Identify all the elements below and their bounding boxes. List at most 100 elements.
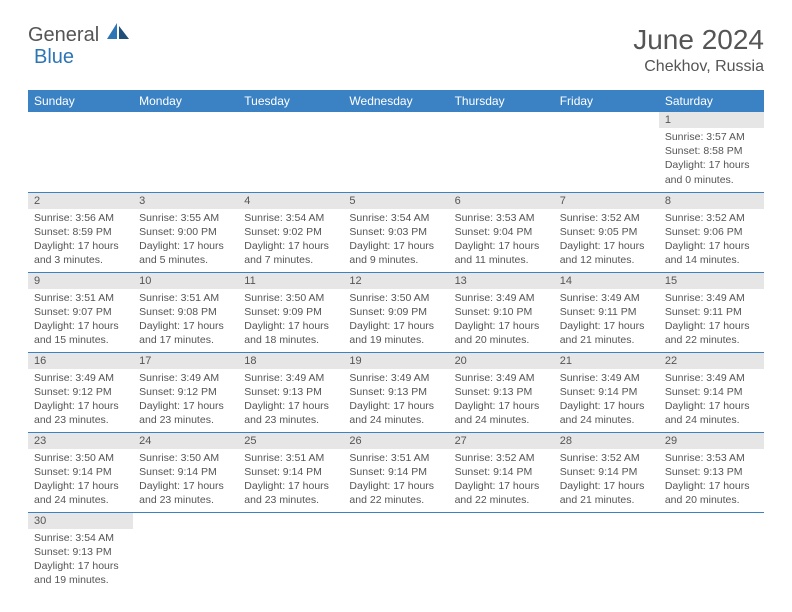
calendar-table: Sunday Monday Tuesday Wednesday Thursday… xyxy=(28,90,764,592)
sunset-text: Sunset: 9:03 PM xyxy=(349,225,442,239)
sunset-text: Sunset: 9:02 PM xyxy=(244,225,337,239)
daylight-text: Daylight: 17 hours xyxy=(455,479,548,493)
sunrise-text: Sunrise: 3:55 AM xyxy=(139,211,232,225)
day-number: 15 xyxy=(659,273,764,289)
day-content: Sunrise: 3:52 AMSunset: 9:05 PMDaylight:… xyxy=(554,209,659,272)
day-content: Sunrise: 3:49 AMSunset: 9:13 PMDaylight:… xyxy=(449,369,554,432)
day-content: Sunrise: 3:50 AMSunset: 9:14 PMDaylight:… xyxy=(28,449,133,512)
sunrise-text: Sunrise: 3:54 AM xyxy=(244,211,337,225)
calendar-day-cell xyxy=(238,512,343,592)
day-content: Sunrise: 3:49 AMSunset: 9:14 PMDaylight:… xyxy=(554,369,659,432)
daylight-text: and 5 minutes. xyxy=(139,253,232,267)
daylight-text: and 24 minutes. xyxy=(560,413,653,427)
day-number: 4 xyxy=(238,193,343,209)
calendar-week-row: 30Sunrise: 3:54 AMSunset: 9:13 PMDayligh… xyxy=(28,512,764,592)
daylight-text: Daylight: 17 hours xyxy=(455,319,548,333)
month-title: June 2024 xyxy=(633,24,764,56)
sunrise-text: Sunrise: 3:49 AM xyxy=(139,371,232,385)
sunset-text: Sunset: 9:13 PM xyxy=(349,385,442,399)
calendar-day-cell xyxy=(133,112,238,192)
day-content: Sunrise: 3:51 AMSunset: 9:07 PMDaylight:… xyxy=(28,289,133,352)
calendar-day-cell: 24Sunrise: 3:50 AMSunset: 9:14 PMDayligh… xyxy=(133,432,238,512)
daylight-text: and 3 minutes. xyxy=(34,253,127,267)
location: Chekhov, Russia xyxy=(633,58,764,76)
weekday-header: Wednesday xyxy=(343,90,448,112)
daylight-text: Daylight: 17 hours xyxy=(34,559,127,573)
sunrise-text: Sunrise: 3:49 AM xyxy=(244,371,337,385)
calendar-day-cell: 26Sunrise: 3:51 AMSunset: 9:14 PMDayligh… xyxy=(343,432,448,512)
sunrise-text: Sunrise: 3:53 AM xyxy=(665,451,758,465)
sunset-text: Sunset: 9:09 PM xyxy=(349,305,442,319)
daylight-text: Daylight: 17 hours xyxy=(244,239,337,253)
calendar-day-cell: 15 Sunrise: 3:49 AMSunset: 9:11 PMDayligh… xyxy=(659,272,764,352)
sunset-text: Sunset: 9:14 PM xyxy=(34,465,127,479)
calendar-day-cell: 4Sunrise: 3:54 AMSunset: 9:02 PMDaylight… xyxy=(238,192,343,272)
sunrise-text: Sunrise: 3:51 AM xyxy=(139,291,232,305)
day-number: 27 xyxy=(449,433,554,449)
calendar-day-cell: 23Sunrise: 3:50 AMSunset: 9:14 PMDayligh… xyxy=(28,432,133,512)
calendar-day-cell xyxy=(238,112,343,192)
daylight-text: Daylight: 17 hours xyxy=(665,399,758,413)
sunset-text: Sunset: 9:13 PM xyxy=(34,545,127,559)
day-number: 16 xyxy=(28,353,133,369)
daylight-text: Daylight: 17 hours xyxy=(665,319,758,333)
calendar-week-row: 1Sunrise: 3:57 AMSunset: 8:58 PMDaylight… xyxy=(28,112,764,192)
daylight-text: and 23 minutes. xyxy=(34,413,127,427)
weekday-header-row: Sunday Monday Tuesday Wednesday Thursday… xyxy=(28,90,764,112)
day-content: Sunrise: 3:49 AMSunset: 9:13 PMDaylight:… xyxy=(238,369,343,432)
day-number: 12 xyxy=(343,273,448,289)
day-number: 23 xyxy=(28,433,133,449)
daylight-text: and 11 minutes. xyxy=(455,253,548,267)
daylight-text: and 22 minutes. xyxy=(349,493,442,507)
sunset-text: Sunset: 9:04 PM xyxy=(455,225,548,239)
daylight-text: Daylight: 17 hours xyxy=(455,239,548,253)
sunrise-text: Sunrise: 3:52 AM xyxy=(560,451,653,465)
daylight-text: and 24 minutes. xyxy=(34,493,127,507)
sunrise-text: Sunrise: 3:56 AM xyxy=(34,211,127,225)
day-content: Sunrise: 3:53 AMSunset: 9:13 PMDaylight:… xyxy=(659,449,764,512)
sunrise-text: Sunrise: 3:49 AM xyxy=(560,291,653,305)
day-content: Sunrise: 3:49 AMSunset: 9:12 PMDaylight:… xyxy=(133,369,238,432)
calendar-day-cell xyxy=(343,112,448,192)
daylight-text: Daylight: 17 hours xyxy=(349,479,442,493)
day-content: Sunrise: 3:54 AMSunset: 9:02 PMDaylight:… xyxy=(238,209,343,272)
day-content: Sunrise: 3:53 AMSunset: 9:04 PMDaylight:… xyxy=(449,209,554,272)
daylight-text: and 20 minutes. xyxy=(665,493,758,507)
sunset-text: Sunset: 9:12 PM xyxy=(139,385,232,399)
day-content: Sunrise: 3:51 AMSunset: 9:14 PMDaylight:… xyxy=(238,449,343,512)
sunrise-text: Sunrise: 3:49 AM xyxy=(34,371,127,385)
sunrise-text: Sunrise: 3:50 AM xyxy=(139,451,232,465)
day-number: 26 xyxy=(343,433,448,449)
day-number: 14 xyxy=(554,273,659,289)
sunrise-text: Sunrise: 3:52 AM xyxy=(455,451,548,465)
day-number: 30 xyxy=(28,513,133,529)
sunset-text: Sunset: 9:11 PM xyxy=(665,305,758,319)
daylight-text: and 23 minutes. xyxy=(244,413,337,427)
sunrise-text: Sunrise: 3:49 AM xyxy=(455,291,548,305)
daylight-text: Daylight: 17 hours xyxy=(665,239,758,253)
sunset-text: Sunset: 9:11 PM xyxy=(560,305,653,319)
day-number: 3 xyxy=(133,193,238,209)
calendar-day-cell: 25Sunrise: 3:51 AMSunset: 9:14 PMDayligh… xyxy=(238,432,343,512)
sunset-text: Sunset: 9:13 PM xyxy=(244,385,337,399)
daylight-text: Daylight: 17 hours xyxy=(139,399,232,413)
day-number: 13 xyxy=(449,273,554,289)
calendar-day-cell xyxy=(554,112,659,192)
sunset-text: Sunset: 9:14 PM xyxy=(139,465,232,479)
sunrise-text: Sunrise: 3:49 AM xyxy=(665,291,758,305)
daylight-text: and 24 minutes. xyxy=(349,413,442,427)
day-number: 5 xyxy=(343,193,448,209)
sunrise-text: Sunrise: 3:49 AM xyxy=(665,371,758,385)
day-number: 28 xyxy=(554,433,659,449)
daylight-text: Daylight: 17 hours xyxy=(34,239,127,253)
sunset-text: Sunset: 8:59 PM xyxy=(34,225,127,239)
sunset-text: Sunset: 9:14 PM xyxy=(560,465,653,479)
calendar-day-cell: 12Sunrise: 3:50 AMSunset: 9:09 PMDayligh… xyxy=(343,272,448,352)
sunset-text: Sunset: 9:07 PM xyxy=(34,305,127,319)
weekday-header: Thursday xyxy=(449,90,554,112)
day-content: Sunrise: 3:55 AMSunset: 9:00 PMDaylight:… xyxy=(133,209,238,272)
calendar-day-cell: 3Sunrise: 3:55 AMSunset: 9:00 PMDaylight… xyxy=(133,192,238,272)
day-content: Sunrise: 3:54 AMSunset: 9:03 PMDaylight:… xyxy=(343,209,448,272)
day-content: Sunrise: 3:49 AMSunset: 9:14 PMDaylight:… xyxy=(659,369,764,432)
logo: General xyxy=(28,24,133,47)
